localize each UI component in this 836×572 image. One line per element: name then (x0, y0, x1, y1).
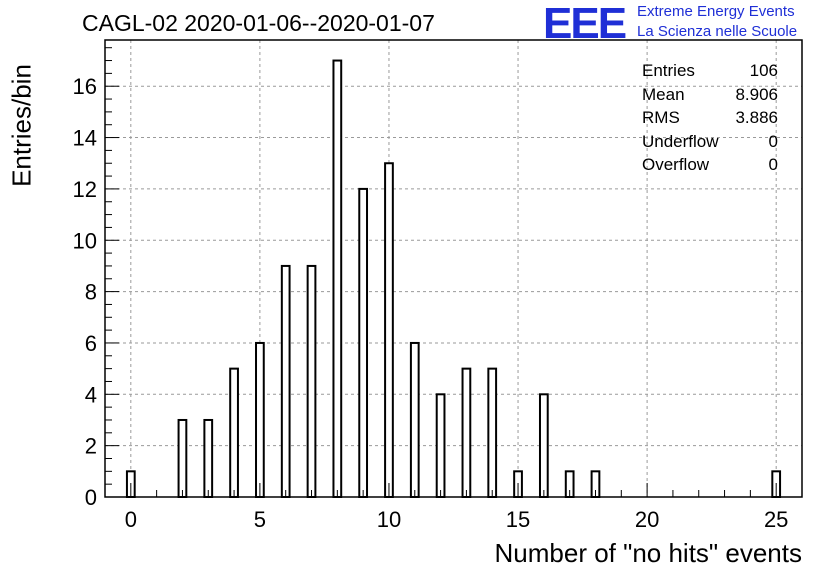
y-tick-label: 4 (85, 382, 97, 407)
y-tick-label: 8 (85, 280, 97, 305)
x-tick-label: 20 (635, 507, 659, 532)
histogram-bar (203, 418, 214, 499)
x-tick-label: 25 (764, 507, 788, 532)
plot-frame (104, 39, 803, 498)
x-axis-label: Number of "no hits" events (494, 538, 803, 568)
histogram-bar (358, 187, 369, 498)
histogram-bar (487, 367, 498, 498)
histogram-bars (125, 59, 782, 499)
stat-row-mean: Mean 8.906 (642, 83, 778, 107)
axis-tick-labels: 0 5 10 15 20 25 0 2 4 6 8 10 12 14 16 (73, 74, 789, 532)
stat-value: 8.906 (735, 84, 778, 104)
stat-value: 0 (768, 131, 778, 151)
chart-title: CAGL-02 2020-01-06--2020-01-07 (82, 10, 435, 36)
histogram-bar (177, 418, 188, 499)
stat-row-underflow: Underflow 0 (642, 130, 778, 154)
y-tick-label: 6 (85, 331, 97, 356)
stat-row-overflow: Overflow 0 (642, 153, 778, 177)
y-tick-label: 2 (85, 434, 97, 459)
histogram-bar (280, 264, 291, 498)
x-tick-label: 0 (125, 507, 137, 532)
x-tick-label: 5 (254, 507, 266, 532)
stats-box: Entries 106 Mean 8.906 RMS 3.886 Underfl… (642, 59, 778, 177)
histogram-bar (384, 162, 394, 498)
histogram-bar (229, 367, 239, 498)
logo-line-1: Extreme Energy Events (637, 3, 795, 20)
y-tick-label: 10 (73, 228, 97, 253)
logo-line-2: La Scienza nelle Scuole (637, 23, 798, 40)
stat-row-rms: RMS 3.886 (642, 106, 778, 130)
histogram-bar (538, 393, 549, 499)
histogram-bar (409, 341, 420, 498)
y-tick-label: 0 (85, 485, 97, 510)
stat-value: 3.886 (735, 108, 778, 128)
histogram-bar (255, 341, 265, 498)
stat-label: Overflow (642, 155, 710, 175)
x-tick-label: 15 (506, 507, 530, 532)
stat-value: 106 (749, 61, 778, 80)
histogram-bar (332, 59, 343, 498)
y-tick-label: 14 (73, 126, 97, 151)
stat-label: Underflow (642, 131, 719, 151)
eee-logo: EEE (543, 0, 627, 48)
histogram-bar (306, 264, 317, 498)
stat-value: 0 (768, 155, 778, 175)
y-tick-label: 12 (73, 177, 97, 202)
stat-row-entries: Entries 106 (642, 59, 778, 83)
stat-label: Entries (642, 61, 695, 80)
y-tick-label: 16 (73, 74, 97, 99)
histogram-bar (435, 393, 446, 499)
histogram-bar (461, 367, 472, 498)
stat-label: RMS (642, 108, 680, 128)
stat-label: Mean (642, 84, 685, 104)
y-axis-label: Entries/bin (6, 64, 37, 187)
x-tick-label: 10 (377, 507, 401, 532)
axis-ticks (104, 47, 803, 498)
